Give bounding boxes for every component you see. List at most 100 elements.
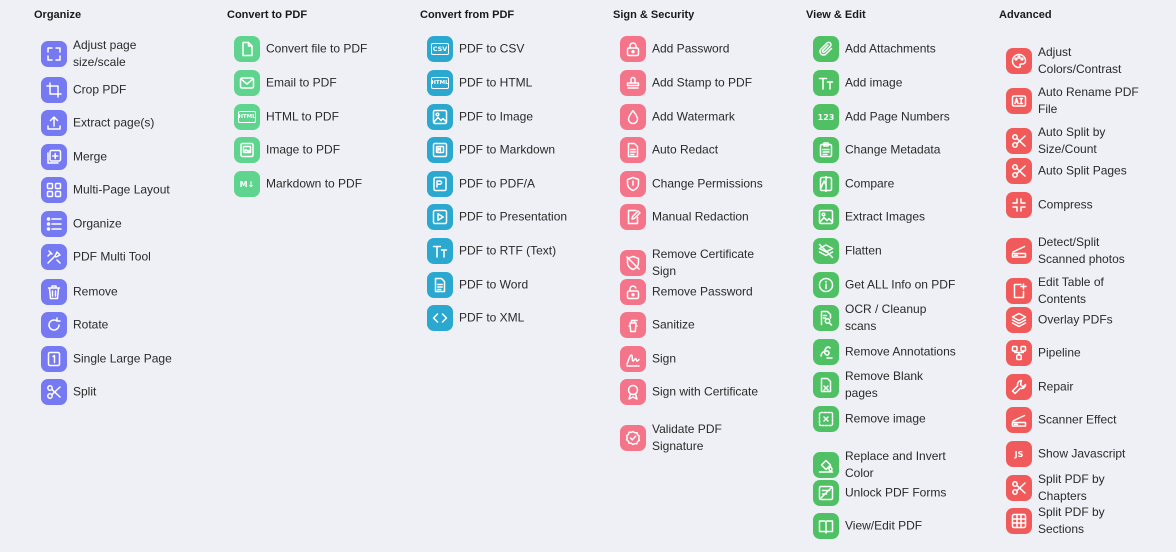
tool-overlay-pdfs[interactable]: Overlay PDFs bbox=[1006, 306, 1176, 338]
tool-split[interactable]: Split bbox=[41, 378, 219, 410]
tool-add-page-numbers[interactable]: 123 Add Page Numbers bbox=[813, 103, 991, 135]
shield-icon bbox=[620, 171, 646, 197]
tool-get-all-info-on-pdf[interactable]: Get ALL Info on PDF bbox=[813, 271, 991, 303]
tool-flatten[interactable]: Flatten bbox=[813, 237, 991, 269]
tool-remove-blank-pages[interactable]: Remove Blank pages bbox=[813, 371, 991, 403]
tool-label: Add Watermark bbox=[652, 109, 764, 126]
tool-remove-image[interactable]: Remove image bbox=[813, 405, 991, 437]
tool-rotate[interactable]: Rotate bbox=[41, 311, 219, 343]
palette-icon bbox=[1006, 48, 1032, 74]
tool-label: Remove bbox=[73, 284, 185, 301]
tool-label: Repair bbox=[1038, 379, 1150, 396]
tool-pdf-multi-tool[interactable]: PDF Multi Tool bbox=[41, 243, 219, 275]
tool-email-to-pdf[interactable]: Email to PDF bbox=[234, 69, 412, 101]
tool-label: Replace and Invert Color bbox=[845, 448, 957, 482]
tool-replace-and-invert-color[interactable]: Replace and Invert Color bbox=[813, 447, 991, 479]
remove-image-icon bbox=[813, 406, 839, 432]
tool-single-large-page[interactable]: Single Large Page bbox=[41, 345, 219, 377]
image-icon bbox=[813, 204, 839, 230]
tool-pdf-to-markdown[interactable]: PDF to Markdown bbox=[427, 136, 605, 168]
tool-remove-password[interactable]: Remove Password bbox=[620, 278, 798, 310]
tool-label: Remove image bbox=[845, 411, 957, 428]
icon-text: M↓ bbox=[234, 171, 260, 197]
tool-sanitize[interactable]: Sanitize bbox=[620, 311, 798, 343]
tool-label: PDF to Markdown bbox=[459, 142, 571, 159]
tool-label: Markdown to PDF bbox=[266, 176, 378, 193]
tool-pdf-to-presentation[interactable]: PDF to Presentation bbox=[427, 203, 605, 235]
tool-repair[interactable]: Repair bbox=[1006, 373, 1176, 405]
tool-pdf-to-pdf-a[interactable]: PDF to PDF/A bbox=[427, 170, 605, 202]
tool-crop-pdf[interactable]: Crop PDF bbox=[41, 76, 219, 108]
ink-eraser-icon bbox=[813, 339, 839, 365]
tool-compress[interactable]: Compress bbox=[1006, 191, 1176, 223]
column-organize: Organize Adjust page size/scale Crop PDF Ex… bbox=[34, 0, 224, 552]
signature-icon bbox=[620, 346, 646, 372]
tool-image-to-pdf[interactable]: Image to PDF bbox=[234, 136, 412, 168]
tool-pipeline[interactable]: Pipeline bbox=[1006, 339, 1176, 371]
tool-add-image[interactable]: Add image bbox=[813, 69, 991, 101]
tool-pdf-to-rtf-text[interactable]: PDF to RTF (Text) bbox=[427, 237, 605, 269]
tool-show-javascript[interactable]: JS Show Javascript bbox=[1006, 440, 1176, 472]
tool-remove-annotations[interactable]: Remove Annotations bbox=[813, 338, 991, 370]
tool-split-pdf-by-chapters[interactable]: Split PDF by Chapters bbox=[1006, 474, 1176, 506]
tool-convert-file-to-pdf[interactable]: Convert file to PDF bbox=[234, 35, 412, 67]
info-icon bbox=[813, 272, 839, 298]
text-icon bbox=[813, 70, 839, 96]
tool-auto-redact[interactable]: Auto Redact bbox=[620, 136, 798, 168]
tool-add-stamp-to-pdf[interactable]: Add Stamp to PDF bbox=[620, 69, 798, 101]
tool-label: Sign bbox=[652, 351, 764, 368]
tool-validate-pdf-signature[interactable]: Validate PDF Signature bbox=[620, 420, 798, 452]
trash-icon bbox=[41, 279, 67, 305]
tool-label: Change Metadata bbox=[845, 142, 957, 159]
tool-pdf-to-csv[interactable]: CSV PDF to CSV bbox=[427, 35, 605, 67]
tool-extract-page-s[interactable]: Extract page(s) bbox=[41, 109, 219, 141]
tool-organize[interactable]: Organize bbox=[41, 210, 219, 242]
tool-edit-table-of-contents[interactable]: Edit Table of Contents bbox=[1006, 273, 1176, 305]
tool-adjust-page-size-scale[interactable]: Adjust page size/scale bbox=[41, 36, 219, 68]
tool-pdf-to-xml[interactable]: PDF to XML bbox=[427, 304, 605, 336]
tool-ocr-cleanup-scans[interactable]: OCR / Cleanup scans bbox=[813, 304, 991, 336]
tool-pdf-to-image[interactable]: PDF to Image bbox=[427, 103, 605, 135]
markdown-icon bbox=[427, 137, 453, 163]
rotate-icon bbox=[41, 312, 67, 338]
tool-unlock-pdf-forms[interactable]: Unlock PDF Forms bbox=[813, 479, 991, 511]
tool-label: Extract page(s) bbox=[73, 115, 185, 132]
tool-auto-split-by-size-count[interactable]: Auto Split by Size/Count bbox=[1006, 123, 1176, 155]
tool-change-metadata[interactable]: Change Metadata bbox=[813, 136, 991, 168]
tool-pdf-to-html[interactable]: HTML PDF to HTML bbox=[427, 69, 605, 101]
tool-add-password[interactable]: Add Password bbox=[620, 35, 798, 67]
tool-markdown-to-pdf[interactable]: M↓ Markdown to PDF bbox=[234, 170, 412, 202]
tool-sign[interactable]: Sign bbox=[620, 345, 798, 377]
tool-merge[interactable]: Merge bbox=[41, 143, 219, 175]
tool-sign-with-certificate[interactable]: Sign with Certificate bbox=[620, 378, 798, 410]
tool-split-pdf-by-sections[interactable]: Split PDF by Sections bbox=[1006, 507, 1176, 539]
tool-compare[interactable]: Compare bbox=[813, 170, 991, 202]
tool-label: Change Permissions bbox=[652, 176, 764, 193]
tool-extract-images[interactable]: Extract Images bbox=[813, 203, 991, 235]
tool-change-permissions[interactable]: Change Permissions bbox=[620, 170, 798, 202]
tool-html-to-pdf[interactable]: HTML HTML to PDF bbox=[234, 103, 412, 135]
tool-add-attachments[interactable]: Add Attachments bbox=[813, 35, 991, 67]
compare-icon bbox=[813, 171, 839, 197]
tool-label: Auto Split by Size/Count bbox=[1038, 124, 1150, 158]
tool-pdf-to-word[interactable]: PDF to Word bbox=[427, 271, 605, 303]
tool-label: Get ALL Info on PDF bbox=[845, 277, 957, 294]
tool-remove-certificate-sign[interactable]: Remove Certificate Sign bbox=[620, 245, 798, 277]
tool-auto-rename-pdf-file[interactable]: Auto Rename PDF File bbox=[1006, 83, 1176, 115]
tool-scanner-effect[interactable]: Scanner Effect bbox=[1006, 406, 1176, 438]
tool-auto-split-pages[interactable]: Auto Split Pages bbox=[1006, 157, 1176, 189]
tool-add-watermark[interactable]: Add Watermark bbox=[620, 103, 798, 135]
tool-manual-redaction[interactable]: Manual Redaction bbox=[620, 203, 798, 235]
tool-detect-split-scanned-photos[interactable]: Detect/Split Scanned photos bbox=[1006, 233, 1176, 265]
column-view-edit: View & Edit Add Attachments Add image 123 Ad… bbox=[806, 0, 996, 552]
tool-label: Sign with Certificate bbox=[652, 384, 764, 401]
icon-text: HTML bbox=[431, 77, 449, 89]
tool-multi-page-layout[interactable]: Multi-Page Layout bbox=[41, 176, 219, 208]
tool-remove[interactable]: Remove bbox=[41, 278, 219, 310]
tool-label: View/Edit PDF bbox=[845, 518, 957, 535]
tool-label: Compare bbox=[845, 176, 957, 193]
resize-icon bbox=[41, 41, 67, 67]
column-title: Organize bbox=[34, 9, 81, 21]
tool-view-edit-pdf[interactable]: View/Edit PDF bbox=[813, 512, 991, 544]
tool-adjust-colors-contrast[interactable]: Adjust Colors/Contrast bbox=[1006, 43, 1176, 75]
